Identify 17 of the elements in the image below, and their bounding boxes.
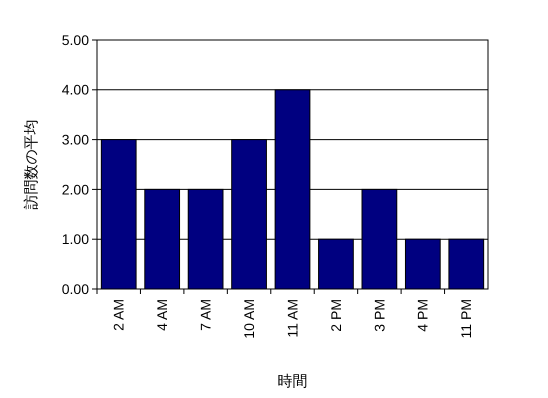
x-axis-title: 時間: [278, 373, 308, 390]
y-tick-label: 5.00: [62, 32, 90, 48]
y-tick-label: 3.00: [62, 132, 90, 148]
y-tick-label: 1.00: [62, 231, 90, 248]
y-tick-label: 0.00: [62, 280, 90, 297]
x-tick-label: 11 PM: [458, 299, 474, 338]
y-tick-label: 2.00: [62, 181, 90, 198]
y-axis-title: 訪問数の平均: [23, 120, 40, 210]
x-tick-label: 2 PM: [328, 299, 344, 332]
y-tick-label: 4.00: [62, 82, 90, 98]
x-tick-label: 4 AM: [154, 299, 170, 331]
x-tick-label: 7 AM: [198, 299, 214, 331]
x-tick-label: 3 PM: [371, 299, 388, 332]
x-tick-label: 2 AM: [110, 299, 127, 331]
x-tick-label: 4 PM: [414, 299, 431, 332]
x-tick-label: 10 AM: [240, 299, 257, 339]
x-tick-label: 11 AM: [284, 299, 300, 338]
